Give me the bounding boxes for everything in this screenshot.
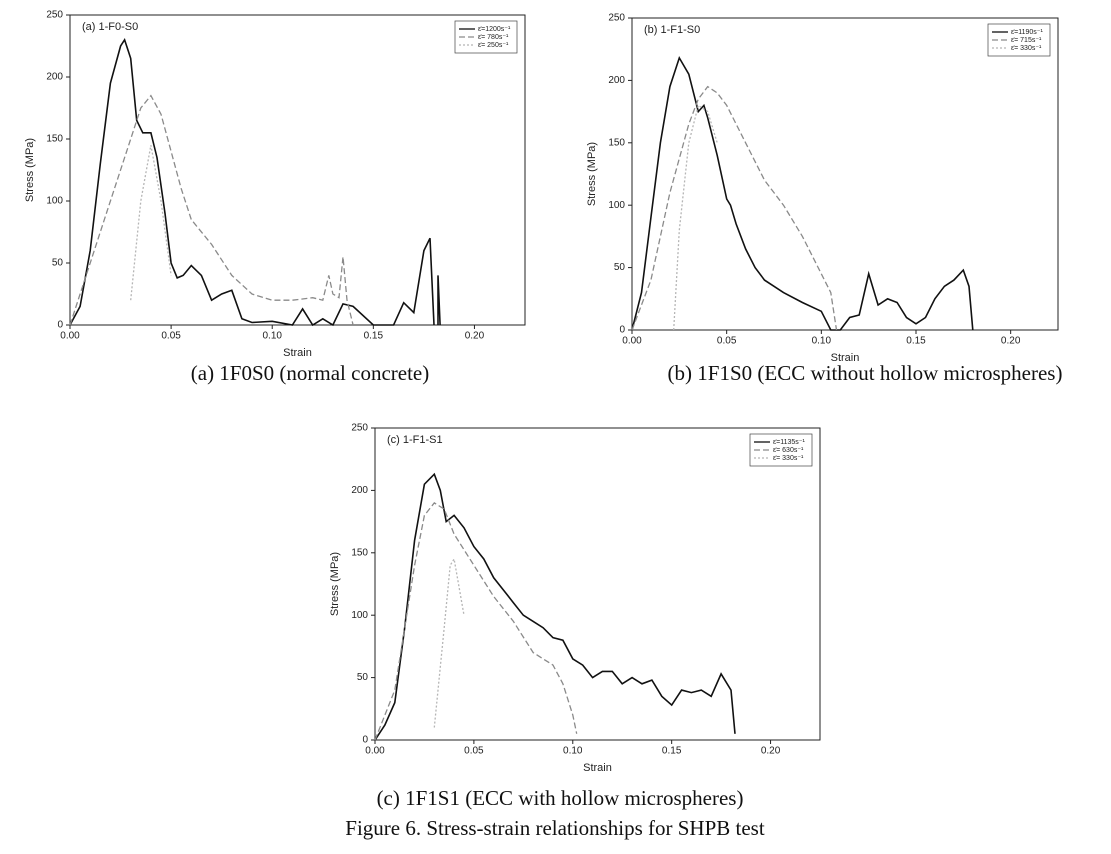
x-tick-label: 0.15 — [364, 331, 384, 342]
x-tick-label: 0.05 — [464, 746, 484, 757]
y-tick-label: 0 — [57, 320, 63, 331]
legend-box — [454, 20, 518, 54]
data-line — [673, 104, 718, 331]
y-tick-label: 100 — [351, 610, 368, 621]
x-axis-title: Strain — [831, 352, 860, 364]
figure-caption: Figure 6. Stress-strain relationships fo… — [345, 816, 765, 840]
data-line — [130, 145, 172, 301]
y-tick-label: 200 — [608, 75, 625, 86]
panel-label: (c) 1-F1-S1 — [387, 434, 443, 446]
x-tick-label: 0.15 — [662, 746, 682, 757]
y-tick-label: 100 — [608, 200, 625, 211]
x-tick-label: 0.05 — [717, 336, 737, 347]
y-tick-label: 50 — [614, 262, 626, 273]
y-axis-title: Stress (MPa) — [24, 138, 36, 202]
y-tick-label: 150 — [351, 547, 368, 558]
y-axis-title: Stress (MPa) — [586, 142, 598, 206]
data-line — [69, 94, 354, 326]
panel-caption: (b) 1F1S0 (ECC without hollow microspher… — [668, 361, 1063, 385]
data-line — [631, 85, 838, 331]
x-tick-label: 0.05 — [161, 331, 181, 342]
y-tick-label: 0 — [362, 735, 368, 746]
x-tick-label: 0.20 — [465, 331, 485, 342]
y-tick-label: 200 — [351, 485, 368, 496]
y-tick-label: 200 — [46, 72, 63, 83]
legend-label: ε̇= 630s⁻¹ — [773, 447, 804, 454]
legend-box — [987, 23, 1051, 57]
legend-label: ε̇= 780s⁻¹ — [478, 34, 509, 41]
x-tick-label: 0.10 — [563, 746, 583, 757]
data-line — [374, 472, 736, 741]
y-tick-label: 250 — [608, 13, 625, 24]
data-line — [631, 55, 974, 331]
x-tick-label: 0.10 — [262, 331, 282, 342]
legend-label: ε̇=1135s⁻¹ — [773, 439, 805, 446]
y-tick-label: 50 — [357, 672, 369, 683]
x-axis-title: Strain — [583, 762, 612, 774]
x-tick-label: 0.00 — [622, 336, 642, 347]
y-tick-label: 150 — [608, 137, 625, 148]
y-tick-label: 50 — [52, 258, 64, 269]
y-tick-label: 150 — [46, 134, 63, 145]
y-axis-title: Stress (MPa) — [329, 552, 341, 616]
x-axis-title: Strain — [283, 347, 312, 359]
panel-label: (b) 1-F1-S0 — [644, 24, 700, 36]
data-line — [69, 37, 441, 327]
legend-label: ε̇= 330s⁻¹ — [1011, 45, 1042, 52]
legend-label: ε̇= 250s⁻¹ — [478, 42, 509, 49]
y-tick-label: 250 — [46, 10, 63, 21]
legend-label: ε̇=1200s⁻¹ — [478, 26, 511, 33]
y-tick-label: 0 — [619, 325, 625, 336]
plot-frame — [69, 14, 526, 326]
x-tick-label: 0.00 — [60, 331, 80, 342]
x-tick-label: 0.10 — [812, 336, 832, 347]
plot-frame — [631, 17, 1059, 331]
legend-box — [749, 433, 813, 467]
x-tick-label: 0.20 — [1001, 336, 1021, 347]
panel-caption: (c) 1F1S1 (ECC with hollow microspheres) — [377, 786, 744, 810]
x-tick-label: 0.15 — [906, 336, 926, 347]
legend-label: ε̇= 330s⁻¹ — [773, 455, 804, 462]
legend-label: ε̇= 715s⁻¹ — [1011, 37, 1042, 44]
plot-frame — [374, 427, 821, 741]
panel-label: (a) 1-F0-S0 — [82, 21, 138, 33]
x-tick-label: 0.20 — [761, 746, 781, 757]
y-tick-label: 250 — [351, 423, 368, 434]
legend-label: ε̇=1190s⁻¹ — [1011, 29, 1043, 36]
data-line — [433, 557, 465, 728]
y-tick-label: 100 — [46, 196, 63, 207]
panel-caption: (a) 1F0S0 (normal concrete) — [191, 361, 430, 385]
x-tick-label: 0.00 — [365, 746, 385, 757]
